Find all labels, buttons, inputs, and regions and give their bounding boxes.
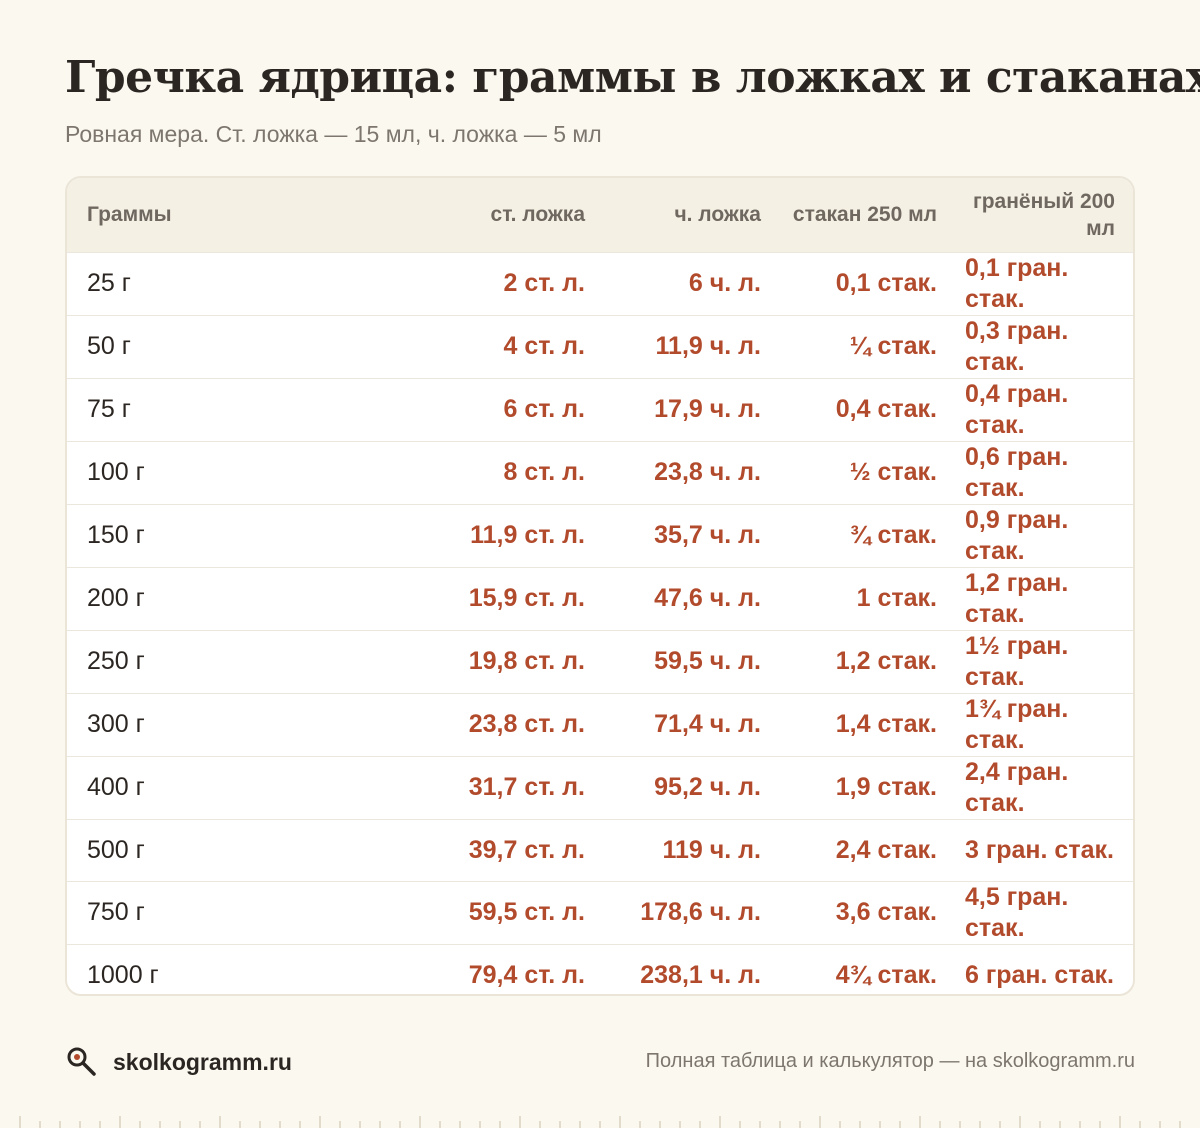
cell-grams: 75 г bbox=[87, 395, 131, 423]
cell-tablespoon: 4 ст. л. bbox=[503, 332, 585, 360]
cell-tablespoon: 2 ст. л. bbox=[503, 269, 585, 297]
cell-glass-250: 1,2 стак. bbox=[835, 647, 937, 675]
table-row: 400 г 31,7 ст. л. 95,2 ч. л. 1,9 стак. 2… bbox=[67, 756, 1133, 819]
cell-faceted-glass-200: 0,3 гран. стак. bbox=[965, 316, 1069, 376]
cell-glass-250: 2,4 стак. bbox=[835, 835, 937, 864]
cell-grams: 300 г bbox=[87, 710, 145, 738]
cell-grams: 150 г bbox=[87, 521, 145, 549]
cell-grams: 100 г bbox=[87, 458, 145, 486]
cell-faceted-glass-200: 1½ гран. стак. bbox=[965, 631, 1069, 691]
cell-glass-250: 1,9 стак. bbox=[835, 773, 937, 801]
cell-tablespoon: 39,7 ст. л. bbox=[468, 835, 585, 864]
cell-tablespoon: 6 ст. л. bbox=[503, 395, 585, 423]
cell-tablespoon: 59,5 ст. л. bbox=[468, 898, 585, 926]
column-header-grams: Граммы bbox=[87, 203, 172, 227]
cell-teaspoon: 238,1 ч. л. bbox=[640, 960, 761, 989]
cell-faceted-glass-200: 0,6 гран. стак. bbox=[965, 442, 1069, 502]
page-subtitle: Ровная мера. Ст. ложка — 15 мл, ч. ложка… bbox=[65, 121, 602, 147]
cell-glass-250: 1,4 стак. bbox=[835, 710, 937, 738]
cell-teaspoon: 59,5 ч. л. bbox=[654, 647, 761, 675]
column-header-glass-250: стакан 250 мл bbox=[792, 203, 937, 227]
footer-note: Полная таблица и калькулятор — на skolko… bbox=[645, 1050, 1135, 1072]
cell-faceted-glass-200: 0,4 гран. стак. bbox=[965, 379, 1069, 439]
cell-tablespoon: 79,4 ст. л. bbox=[468, 960, 585, 989]
cell-grams: 750 г bbox=[87, 898, 145, 926]
table-row: 75 г 6 ст. л. 17,9 ч. л. 0,4 стак. 0,4 г… bbox=[67, 378, 1133, 441]
cell-teaspoon: 23,8 ч. л. bbox=[654, 458, 761, 486]
cell-tablespoon: 31,7 ст. л. bbox=[468, 773, 585, 801]
cell-glass-250: 4¾ стак. bbox=[835, 960, 937, 989]
table-row: 150 г 11,9 ст. л. 35,7 ч. л. ¾ стак. 0,9… bbox=[67, 504, 1133, 567]
cell-teaspoon: 6 ч. л. bbox=[688, 269, 761, 297]
table-row: 200 г 15,9 ст. л. 47,6 ч. л. 1 стак. 1,2… bbox=[67, 567, 1133, 630]
cell-teaspoon: 178,6 ч. л. bbox=[640, 898, 761, 926]
cell-tablespoon: 8 ст. л. bbox=[503, 458, 585, 486]
table-row: 25 г 2 ст. л. 6 ч. л. 0,1 стак. 0,1 гран… bbox=[67, 252, 1133, 315]
cell-tablespoon: 15,9 ст. л. bbox=[468, 584, 585, 612]
table-row: 250 г 19,8 ст. л. 59,5 ч. л. 1,2 стак. 1… bbox=[67, 630, 1133, 693]
cell-glass-250: ¾ стак. bbox=[849, 521, 937, 549]
magnifier-icon bbox=[67, 1047, 96, 1076]
column-header-tablespoon: ст. ложка bbox=[490, 203, 585, 227]
conversion-table: Граммы ст. ложка ч. ложка стакан 250 мл … bbox=[67, 178, 1133, 994]
table-row: 1000 г 79,4 ст. л. 238,1 ч. л. 4¾ стак. … bbox=[67, 944, 1133, 994]
cell-faceted-glass-200: 3 гран. стак. bbox=[965, 835, 1114, 864]
cell-faceted-glass-200: 0,9 гран. стак. bbox=[965, 505, 1069, 565]
cell-grams: 250 г bbox=[87, 647, 145, 675]
page-title: Гречка ядрица: граммы в ложках и стакана… bbox=[65, 52, 1200, 103]
cell-glass-250: 0,1 стак. bbox=[835, 269, 937, 297]
cell-teaspoon: 17,9 ч. л. bbox=[654, 395, 761, 423]
cell-teaspoon: 47,6 ч. л. bbox=[654, 584, 761, 612]
cell-grams: 50 г bbox=[87, 332, 131, 360]
ruler-decoration bbox=[19, 1116, 1181, 1128]
table-row: 50 г 4 ст. л. 11,9 ч. л. ¼ стак. 0,3 гра… bbox=[67, 315, 1133, 378]
table-row: 500 г 39,7 ст. л. 119 ч. л. 2,4 стак. 3 … bbox=[67, 819, 1133, 881]
cell-glass-250: ¼ стак. bbox=[849, 332, 937, 360]
cell-glass-250: 1 стак. bbox=[856, 584, 937, 612]
conversion-table-card: Граммы ст. ложка ч. ложка стакан 250 мл … bbox=[65, 176, 1135, 996]
brand-link[interactable]: skolkogramm.ru bbox=[65, 1044, 292, 1080]
cell-glass-250: ½ стак. bbox=[849, 458, 937, 486]
cell-teaspoon: 11,9 ч. л. bbox=[655, 332, 761, 360]
cell-faceted-glass-200: 1¾ гран. стак. bbox=[965, 694, 1069, 754]
cell-grams: 25 г bbox=[87, 269, 131, 297]
cell-faceted-glass-200: 4,5 гран. стак. bbox=[965, 882, 1069, 942]
cell-tablespoon: 11,9 ст. л. bbox=[470, 521, 585, 549]
cell-grams: 500 г bbox=[87, 835, 145, 864]
cell-faceted-glass-200: 6 гран. стак. bbox=[965, 960, 1114, 989]
cell-tablespoon: 23,8 ст. л. bbox=[468, 710, 585, 738]
table-header-row: Граммы ст. ложка ч. ложка стакан 250 мл … bbox=[67, 178, 1133, 252]
cell-grams: 1000 г bbox=[87, 960, 159, 989]
cell-teaspoon: 95,2 ч. л. bbox=[654, 773, 761, 801]
cell-grams: 200 г bbox=[87, 584, 145, 612]
table-row: 100 г 8 ст. л. 23,8 ч. л. ½ стак. 0,6 гр… bbox=[67, 441, 1133, 504]
cell-grams: 400 г bbox=[87, 773, 145, 801]
cell-glass-250: 3,6 стак. bbox=[835, 898, 937, 926]
cell-tablespoon: 19,8 ст. л. bbox=[468, 647, 585, 675]
cell-faceted-glass-200: 0,1 гран. стак. bbox=[965, 253, 1069, 313]
cell-teaspoon: 71,4 ч. л. bbox=[654, 710, 761, 738]
table-row: 750 г 59,5 ст. л. 178,6 ч. л. 3,6 стак. … bbox=[67, 881, 1133, 944]
cell-faceted-glass-200: 1,2 гран. стак. bbox=[965, 568, 1069, 628]
column-header-faceted-glass-200: гранёный 200 мл bbox=[972, 189, 1115, 240]
column-header-teaspoon: ч. ложка bbox=[674, 203, 761, 227]
brand-name: skolkogramm.ru bbox=[113, 1048, 292, 1075]
cell-teaspoon: 35,7 ч. л. bbox=[654, 521, 761, 549]
cell-glass-250: 0,4 стак. bbox=[835, 395, 937, 423]
cell-faceted-glass-200: 2,4 гран. стак. bbox=[965, 757, 1069, 817]
cell-teaspoon: 119 ч. л. bbox=[662, 835, 761, 864]
table-row: 300 г 23,8 ст. л. 71,4 ч. л. 1,4 стак. 1… bbox=[67, 693, 1133, 756]
